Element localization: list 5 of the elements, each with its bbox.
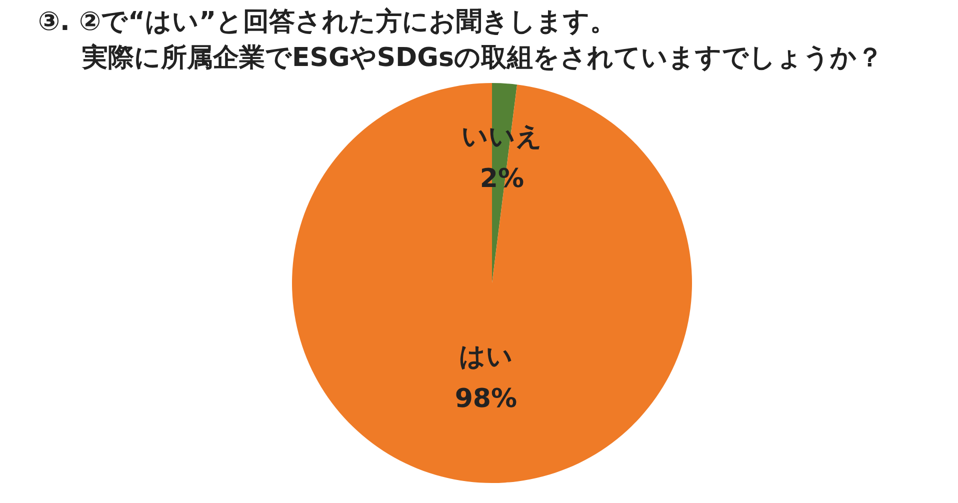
chart-title: ③. ②で“はい”と回答された方にお聞きします。 <box>38 7 616 37</box>
slice-label: はい <box>458 342 513 372</box>
pie-slice <box>292 83 692 483</box>
chart-subtitle: 実際に所属企業でESGやSDGsの取組をされていますでしょうか？ <box>81 43 883 73</box>
data-label: 98% <box>454 384 518 414</box>
